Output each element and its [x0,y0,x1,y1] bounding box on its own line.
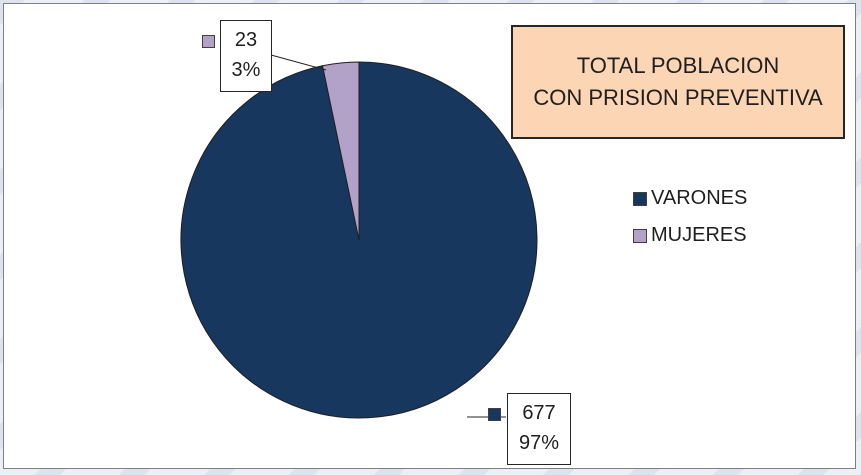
pie-slice-mujeres [321,61,360,241]
legend-item-mujeres: MUJERES [633,217,747,254]
chart-title: TOTAL POBLACION CON PRISION PREVENTIVA [511,25,845,139]
legend-label-mujeres: MUJERES [651,224,747,246]
legend: VARONES MUJERES [633,180,747,254]
data-label-varones: 677 97% [507,393,571,465]
data-label-mujeres: 23 3% [220,20,272,92]
legend-label-varones: VARONES [651,187,748,209]
data-label-key-varones [488,408,501,421]
legend-swatch-varones [633,191,647,206]
data-label-percent-varones: 97% [518,432,560,454]
data-label-percent-mujeres: 3% [231,59,261,81]
data-label-key-mujeres [202,35,215,48]
legend-item-varones: VARONES [633,180,747,217]
chart-title-line-2: CON PRISION PREVENTIVA [533,85,823,110]
legend-swatch-mujeres [633,228,647,243]
data-label-value-varones: 677 [522,402,556,424]
leader-line-mujeres [270,54,327,71]
chart-title-line-1: TOTAL POBLACION [576,53,780,78]
data-label-value-mujeres: 23 [234,29,258,51]
